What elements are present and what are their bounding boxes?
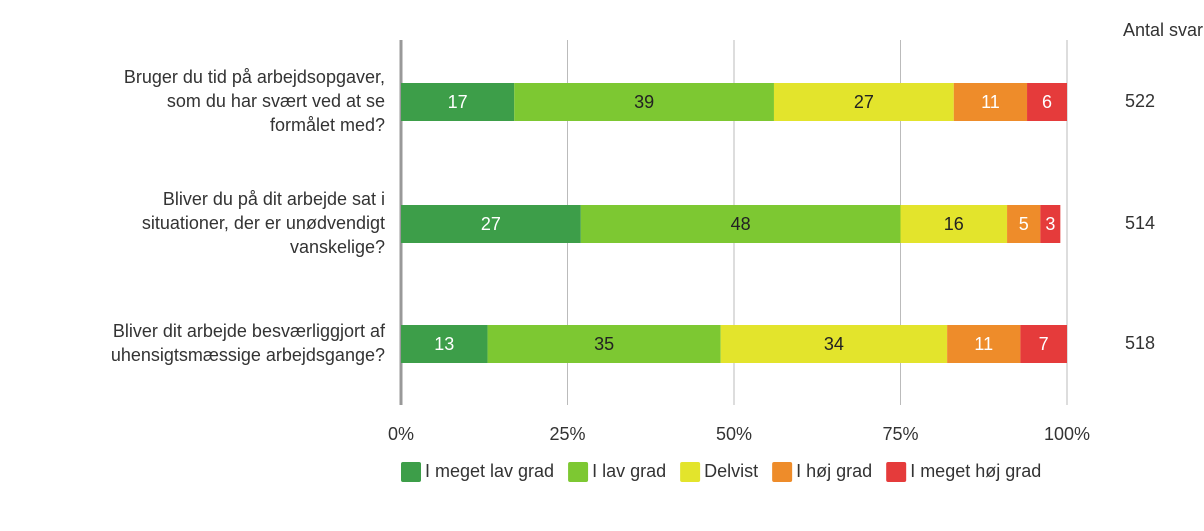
counts-header: Antal svar xyxy=(1123,20,1203,40)
legend-label: Delvist xyxy=(704,461,758,481)
x-tick-label: 75% xyxy=(882,424,918,444)
category-line: Bruger du tid på arbejdsopgaver, xyxy=(124,67,385,87)
category-line: Bliver dit arbejde besværliggjort af xyxy=(113,321,386,341)
legend-swatch xyxy=(401,462,421,482)
legend-label: I høj grad xyxy=(796,461,872,481)
legend-swatch xyxy=(886,462,907,482)
bar-segment xyxy=(514,83,774,121)
bar-segment xyxy=(401,205,581,243)
x-tick-label: 100% xyxy=(1044,424,1090,444)
category-line: uhensigtsmæssige arbejdsgange? xyxy=(111,345,385,365)
legend-label: I meget lav grad xyxy=(425,461,554,481)
bar-segment xyxy=(401,325,488,363)
bar-segment xyxy=(1007,205,1041,243)
category-line: som du har svært ved at se xyxy=(167,91,385,111)
bar-segment xyxy=(947,325,1021,363)
bar-value-label: 11 xyxy=(981,92,1000,112)
legend-label: I lav grad xyxy=(592,461,666,481)
bar-segment xyxy=(900,205,1008,243)
bar-value-label: 39 xyxy=(634,92,654,112)
bar-value-label: 35 xyxy=(594,334,614,354)
bar-segment xyxy=(1027,83,1067,121)
bar-segment xyxy=(401,83,515,121)
category-line: formålet med? xyxy=(270,115,385,135)
bar-value-label: 16 xyxy=(944,214,964,234)
legend-swatch xyxy=(772,462,793,482)
bar-value-label: 6 xyxy=(1042,92,1052,112)
bar-value-label: 5 xyxy=(1019,214,1029,234)
count-value: 514 xyxy=(1125,213,1155,233)
bar-value-label: 3 xyxy=(1045,214,1055,234)
count-value: 522 xyxy=(1125,91,1155,111)
bar-segment xyxy=(953,83,1028,121)
category-line: vanskelige? xyxy=(290,237,385,257)
bar-value-label: 34 xyxy=(824,334,844,354)
count-value: 518 xyxy=(1125,333,1155,353)
legend-label: I meget høj grad xyxy=(910,461,1041,481)
bar-segment xyxy=(720,325,948,363)
bar-segment xyxy=(1020,325,1067,363)
category-label: Bliver du på dit arbejde sat i situatione… xyxy=(142,189,385,257)
bar-segment xyxy=(1040,205,1061,243)
x-tick-label: 50% xyxy=(716,424,752,444)
bar-value-label: 13 xyxy=(434,334,454,354)
legend-swatch xyxy=(680,462,701,482)
category-line: situationer, der er unødvendigt xyxy=(142,213,385,233)
bar-value-label: 27 xyxy=(854,92,874,112)
bar-value-label: 27 xyxy=(481,214,501,234)
bar-segment xyxy=(580,205,901,243)
x-tick-label: 0% xyxy=(388,424,414,444)
x-tick-label: 25% xyxy=(549,424,585,444)
bar-segment xyxy=(487,325,721,363)
bar-value-label: 17 xyxy=(448,92,468,112)
bar-segment xyxy=(773,83,954,121)
category-label: Bruger du tid på arbejdsopgaver, som du h… xyxy=(124,67,385,135)
legend-swatch xyxy=(568,462,589,482)
bar-value-label: 11 xyxy=(974,334,993,354)
bar-value-label: 48 xyxy=(731,214,751,234)
category-label: Bliver dit arbejde besværliggjort af uhen… xyxy=(111,321,386,365)
bar-value-label: 7 xyxy=(1039,334,1049,354)
category-line: Bliver du på dit arbejde sat i xyxy=(163,189,385,209)
